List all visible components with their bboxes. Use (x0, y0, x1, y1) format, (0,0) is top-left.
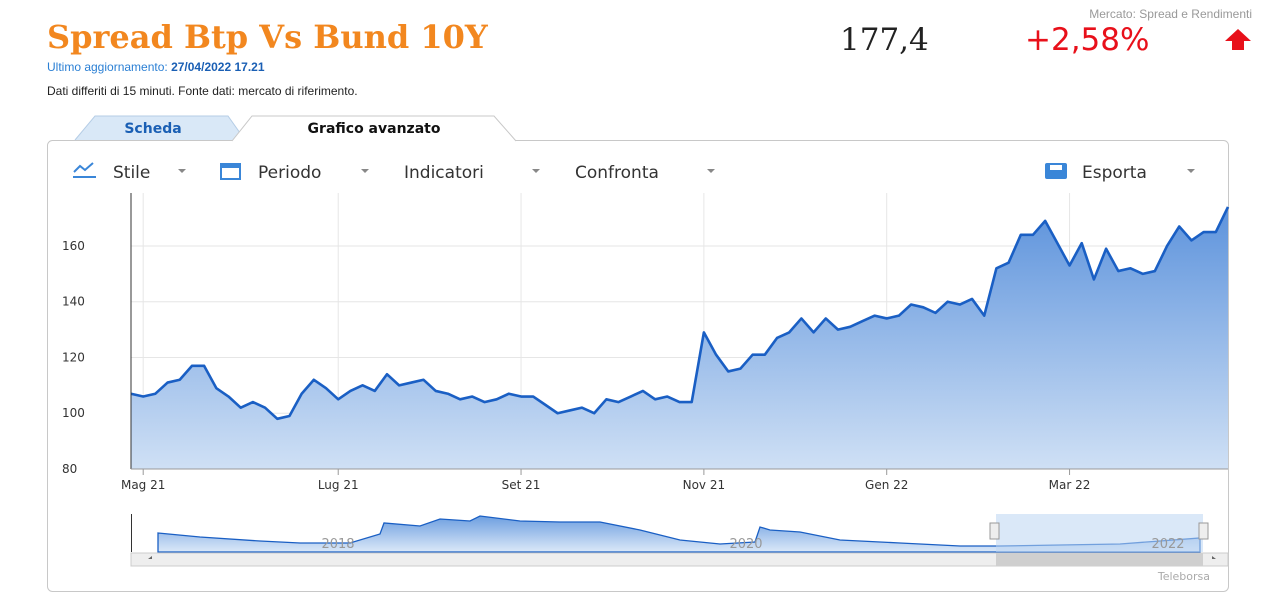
tab-label[interactable]: Scheda (124, 121, 181, 137)
update-label: Ultimo aggiornamento: (47, 60, 168, 74)
toolbar-item[interactable]: Stile (113, 163, 150, 183)
tab-label[interactable]: Grafico avanzato (308, 121, 441, 137)
title: Spread Btp Vs Bund 10Y (47, 18, 488, 56)
x-tick-label: Mag 21 (121, 478, 165, 492)
tab-active[interactable] (231, 115, 517, 142)
navigator-label: 2018 (321, 537, 354, 552)
y-tick-label: 160 (62, 239, 85, 253)
toolbar-item[interactable]: Esporta (1082, 163, 1147, 183)
x-tick-label: Set 21 (502, 478, 541, 492)
x-tick-label: Gen 22 (865, 478, 908, 492)
x-tick-label: Lug 21 (318, 478, 359, 492)
toolbar-item[interactable]: Indicatori (404, 163, 484, 183)
navigator-label: 2020 (729, 537, 762, 552)
update-info: Ultimo aggiornamento: 27/04/2022 17.21 (47, 60, 265, 74)
up-arrow (1225, 29, 1251, 50)
change: +2,58% (1025, 22, 1150, 58)
y-tick-label: 80 (62, 462, 77, 476)
navigator (130, 514, 1229, 567)
market-link[interactable]: Mercato: Spread e Rendimenti (1089, 7, 1252, 21)
toolbar-item[interactable]: Periodo (258, 163, 321, 183)
credit[interactable]: Teleborsa (1157, 570, 1210, 583)
style-icon (73, 162, 96, 178)
y-tick-label: 120 (62, 350, 85, 364)
dropdown-carets (178, 169, 1195, 173)
x-tick-label: Mar 22 (1049, 478, 1091, 492)
delay-note: Dati differiti di 15 minuti. Fonte dati:… (47, 84, 358, 98)
navigator-label: 2022 (1151, 537, 1184, 552)
area (131, 206, 1228, 469)
y-tick-label: 100 (62, 406, 85, 420)
line (130, 206, 1230, 421)
x-tick-label: Nov 21 (683, 478, 726, 492)
toolbar-item[interactable]: Confronta (575, 163, 659, 183)
panel (47, 140, 1229, 592)
price: 177,4 (840, 22, 929, 58)
calendar-icon (220, 163, 241, 180)
tab-inactive[interactable] (74, 115, 246, 141)
update-time: 27/04/2022 17.21 (171, 60, 265, 74)
y-tick-label: 140 (62, 295, 85, 309)
export-icon (1045, 163, 1067, 179)
